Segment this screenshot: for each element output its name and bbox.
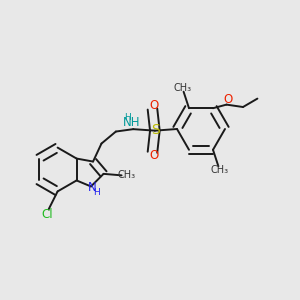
Text: S: S [151, 123, 160, 137]
Text: Cl: Cl [41, 208, 53, 221]
Text: H: H [124, 113, 131, 122]
Text: N: N [88, 181, 97, 194]
Text: O: O [149, 149, 159, 162]
Text: O: O [223, 93, 232, 106]
Text: CH₃: CH₃ [211, 166, 229, 176]
Text: H: H [93, 188, 100, 197]
Text: O: O [149, 99, 159, 112]
Text: CH₃: CH₃ [173, 82, 191, 92]
Text: CH₃: CH₃ [118, 170, 136, 180]
Text: NH: NH [123, 116, 141, 129]
